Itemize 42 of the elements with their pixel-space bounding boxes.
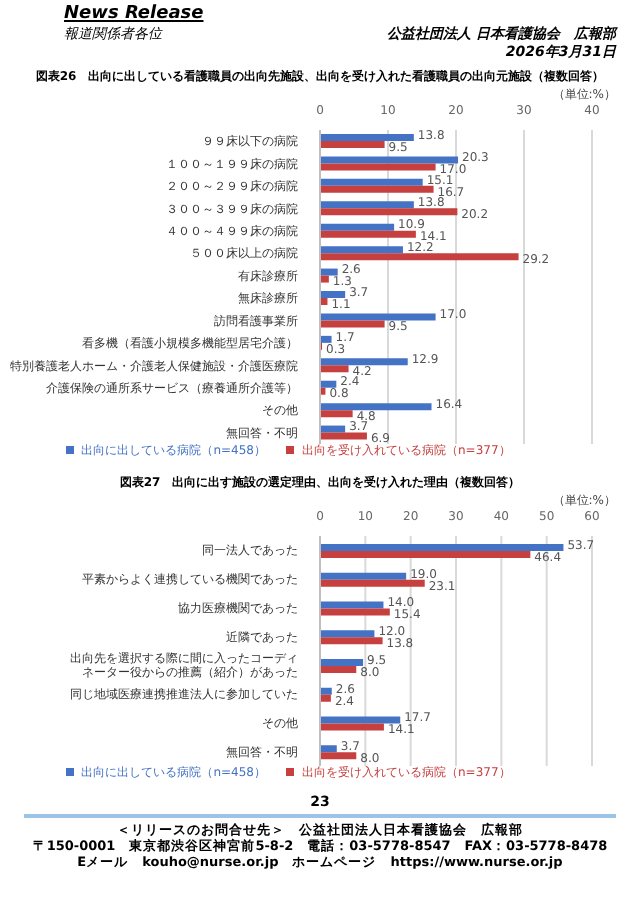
bar [320, 253, 519, 261]
bar [320, 365, 349, 373]
bar [320, 694, 331, 702]
bar [320, 141, 385, 148]
bar [320, 608, 390, 616]
bar [320, 208, 458, 216]
bar [320, 659, 364, 666]
bar [320, 335, 332, 343]
bar [320, 156, 459, 164]
bar [320, 403, 432, 411]
bar [320, 313, 436, 321]
bar [320, 666, 357, 673]
bar [320, 544, 564, 551]
bar [320, 178, 423, 186]
bar [320, 291, 346, 298]
bar [320, 630, 375, 638]
bar [320, 223, 395, 231]
bar [320, 425, 346, 433]
bar [320, 551, 531, 558]
bar [320, 246, 403, 254]
bar [320, 380, 337, 388]
bar [320, 579, 425, 587]
bar [320, 752, 357, 760]
bar [320, 723, 384, 731]
bar [320, 230, 416, 238]
text: News Release [64, 4, 204, 26]
bar [320, 185, 434, 193]
bar [320, 716, 401, 724]
bar [320, 275, 329, 283]
bar [320, 268, 338, 276]
bar [320, 163, 436, 171]
bar [320, 572, 407, 580]
bar [320, 320, 385, 328]
bar [320, 358, 408, 366]
bar [320, 410, 353, 418]
bar [320, 745, 337, 753]
bar [320, 134, 414, 141]
bar [320, 687, 332, 695]
bar [320, 432, 367, 440]
bar [320, 601, 384, 609]
bar [320, 637, 383, 645]
bar [320, 201, 414, 209]
